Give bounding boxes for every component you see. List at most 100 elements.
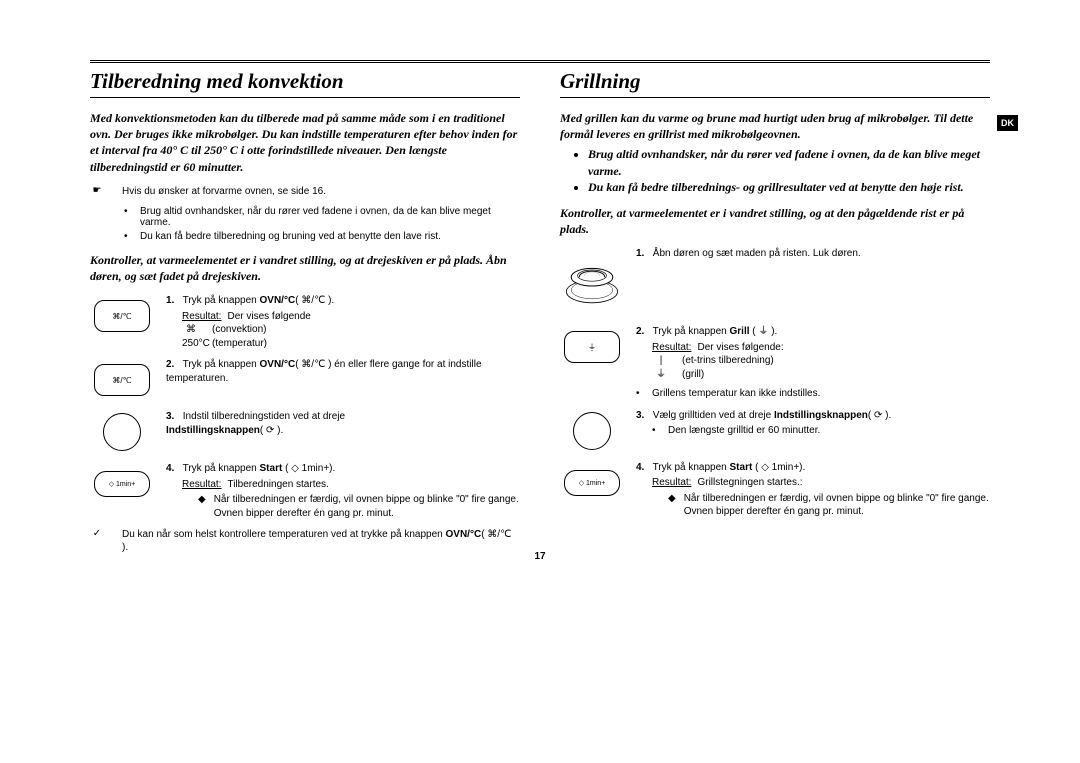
left-column: Tilberedning med konvektion Med konvekti…: [90, 69, 520, 562]
button-oval: ◇ 1min+: [564, 470, 620, 496]
result-row: Resultat: Tilberedningen startes.: [166, 478, 520, 492]
step-text: Tryk på knappen: [183, 359, 260, 370]
button-rect: ⌘/℃: [94, 364, 150, 396]
dial-icon: [560, 409, 624, 453]
step-text: Tryk på knappen: [183, 463, 260, 474]
result-row: Resultat: Der vises følgende:: [636, 341, 990, 355]
result-row: Resultat: Grillstegningen startes.:: [636, 476, 990, 490]
start-symbol: ◇ 1min+: [579, 479, 606, 487]
bullet-icon: •: [652, 424, 658, 438]
step-text: Tryk på knappen: [653, 326, 730, 337]
diamond-note: ◆ Når tilberedningen er færdig, vil ovne…: [166, 493, 520, 520]
left-step-3: 3. Indstil tilberedningstiden ved at dre…: [90, 410, 520, 454]
left-step-1: ⌘/℃ 1. Tryk på knappen OVN/°C( ⌘/℃ ). Re…: [90, 294, 520, 350]
btn-label: Start: [730, 462, 753, 473]
result-row: Resultat: Der vises følgende: [166, 310, 520, 324]
grill-symbol: ⏚: [588, 342, 596, 353]
top-rule-thin: [90, 62, 990, 63]
diamond-icon: ◆: [668, 492, 676, 519]
result-text: Der vises følgende: [227, 310, 310, 324]
button-oval: ◇ 1min+: [94, 471, 150, 497]
footer-btn-label: OVN/°C: [446, 529, 482, 540]
result-label: Resultat:: [182, 310, 221, 324]
step-text-tail: ( ⟳ ).: [260, 425, 283, 436]
start-button-icon: ◇ 1min+: [560, 461, 624, 505]
result-text: Tilberedningen startes.: [227, 478, 328, 492]
note-gloves-text: Brug altid ovnhandsker, når du rører ved…: [140, 206, 520, 228]
right-title: Grillning: [560, 69, 990, 94]
step-number: 1.: [166, 294, 180, 308]
bullet-icon: •: [124, 231, 130, 242]
step-text: Vælg grilltiden ved at dreje: [653, 410, 774, 421]
note-gloves: • Brug altid ovnhandsker, når du rører v…: [90, 206, 520, 228]
max-time-text: Den længste grilltid er 60 minutter.: [668, 424, 820, 438]
bullet-high-rack: Du kan få bedre tilberednings- og grillr…: [588, 179, 990, 195]
temp-value: 250°C: [182, 337, 200, 351]
step-body: 2. Tryk på knappen OVN/°C( ⌘/℃ ) én elle…: [166, 358, 520, 402]
note-low-rack-text: Du kan få bedre tilberedning og bruning …: [140, 231, 441, 242]
step-text: Tryk på knappen: [183, 295, 260, 306]
footer-note-text: Du kan når som helst kontrollere tempera…: [122, 528, 520, 554]
symbol-line-1: ⌘ (convektion): [166, 323, 520, 337]
step-body: 2. Tryk på knappen Grill ( ⏚ ). Resultat…: [636, 325, 990, 401]
symbol-label: (et-trins tilberedning): [682, 354, 774, 368]
right-title-rule: [560, 97, 990, 98]
dial: [573, 412, 611, 450]
step-body: 3. Indstil tilberedningstiden ved at dre…: [166, 410, 520, 454]
step-text: Åbn døren og sæt maden på risten. Luk dø…: [653, 248, 861, 259]
step-text-tail: ( ⏚ ).: [750, 326, 778, 337]
dial: [103, 413, 141, 451]
start-button-icon: ◇ 1min+: [90, 462, 154, 506]
conv-icon: ⌘: [182, 323, 200, 337]
symbol-label: (grill): [682, 368, 704, 382]
grill-icon: ⏚: [652, 368, 670, 382]
result-label: Resultat:: [182, 478, 221, 492]
max-time-note: • Den længste grilltid er 60 minutter.: [636, 424, 990, 438]
symbol-label: (convektion): [212, 323, 266, 337]
check-icon: ✓: [90, 528, 104, 554]
symbol-line-2: ⏚ (grill): [636, 368, 990, 382]
result-text: Grillstegningen startes.:: [697, 476, 802, 490]
columns: Tilberedning med konvektion Med konvekti…: [90, 69, 990, 562]
step-text-tail: ( ◇ 1min+).: [282, 463, 335, 474]
temp-note-text: Grillens temperatur kan ikke indstilles.: [652, 387, 820, 401]
step-body: 3. Vælg grilltiden ved at dreje Indstill…: [636, 409, 990, 453]
temp-note: • Grillens temperatur kan ikke indstille…: [636, 387, 990, 401]
button-rect: ⌘/℃: [94, 300, 150, 332]
btn-label: OVN/°C: [260, 359, 296, 370]
note-low-rack: • Du kan få bedre tilberedning og brunin…: [90, 231, 520, 242]
step-text-tail: ( ⌘/℃ ).: [295, 295, 334, 306]
language-tab: DK: [997, 115, 1018, 131]
right-sub-intro: Kontroller, at varmeelementet er i vandr…: [560, 205, 990, 237]
step-number: 4.: [636, 461, 650, 475]
footer-text-a: Du kan når som helst kontrollere tempera…: [122, 529, 446, 540]
bullet-icon: •: [636, 387, 642, 401]
right-bullets: Brug altid ovnhandsker, når du rører ved…: [560, 146, 990, 195]
diamond-icon: ◆: [198, 493, 206, 520]
symbol-line-2: 250°C (temperatur): [166, 337, 520, 351]
btn-label: Start: [260, 463, 283, 474]
step-number: 4.: [166, 462, 180, 476]
diamond-text: Når tilberedningen er færdig, vil ovnen …: [214, 493, 520, 520]
knob-label: Indstillingsknappen: [166, 425, 260, 436]
step-body: 4. Tryk på knappen Start ( ◇ 1min+). Res…: [636, 461, 990, 519]
diamond-note: ◆ Når tilberedningen er færdig, vil ovne…: [636, 492, 990, 519]
plate-rack-illustration: [560, 247, 624, 317]
step-number: 2.: [636, 325, 650, 339]
btn-label: OVN/°C: [260, 295, 296, 306]
step-body: 1. Tryk på knappen OVN/°C( ⌘/℃ ). Result…: [166, 294, 520, 350]
result-label: Resultat:: [652, 476, 691, 490]
btn-label: Grill: [730, 326, 750, 337]
conv-button-icon: ⌘/℃: [90, 294, 154, 338]
step-text-tail: ( ◇ 1min+).: [752, 462, 805, 473]
step-number: 2.: [166, 358, 180, 372]
symbol-label: (temperatur): [212, 337, 267, 351]
plate-svg: [560, 258, 624, 306]
left-title: Tilberedning med konvektion: [90, 69, 520, 94]
left-title-rule: [90, 97, 520, 98]
knob-label: Indstillingsknappen: [774, 410, 868, 421]
page: DK Tilberedning med konvektion Med konve…: [0, 0, 1080, 582]
step-number: 1.: [636, 247, 650, 261]
left-intro: Med konvektionsmetoden kan du tilberede …: [90, 110, 520, 175]
conv-symbol: ⌘/℃: [112, 376, 131, 385]
